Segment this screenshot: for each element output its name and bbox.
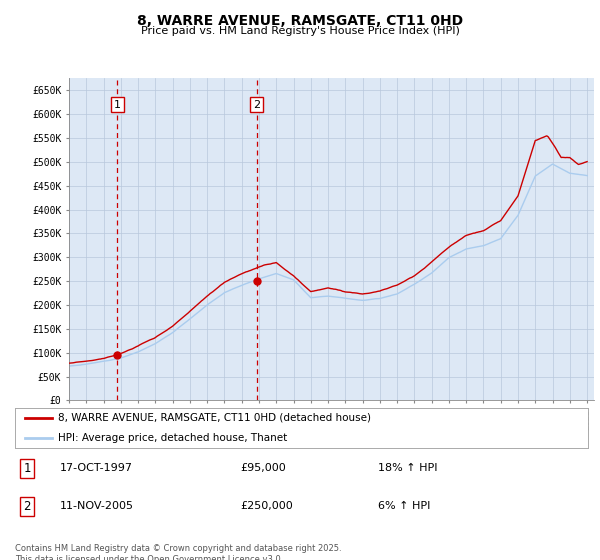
Text: 18% ↑ HPI: 18% ↑ HPI [378, 463, 437, 473]
Text: 8, WARRE AVENUE, RAMSGATE, CT11 0HD: 8, WARRE AVENUE, RAMSGATE, CT11 0HD [137, 14, 463, 28]
Text: 6% ↑ HPI: 6% ↑ HPI [378, 501, 430, 511]
Text: 8, WARRE AVENUE, RAMSGATE, CT11 0HD (detached house): 8, WARRE AVENUE, RAMSGATE, CT11 0HD (det… [58, 413, 371, 423]
Text: 2: 2 [253, 100, 260, 110]
Text: 17-OCT-1997: 17-OCT-1997 [60, 463, 133, 473]
Text: £95,000: £95,000 [240, 463, 286, 473]
Text: Price paid vs. HM Land Registry's House Price Index (HPI): Price paid vs. HM Land Registry's House … [140, 26, 460, 36]
Text: £250,000: £250,000 [240, 501, 293, 511]
Text: 11-NOV-2005: 11-NOV-2005 [60, 501, 134, 511]
Text: 2: 2 [23, 500, 31, 513]
Text: 1: 1 [114, 100, 121, 110]
Text: Contains HM Land Registry data © Crown copyright and database right 2025.
This d: Contains HM Land Registry data © Crown c… [15, 544, 341, 560]
Text: HPI: Average price, detached house, Thanet: HPI: Average price, detached house, Than… [58, 433, 287, 443]
Text: 1: 1 [23, 461, 31, 475]
